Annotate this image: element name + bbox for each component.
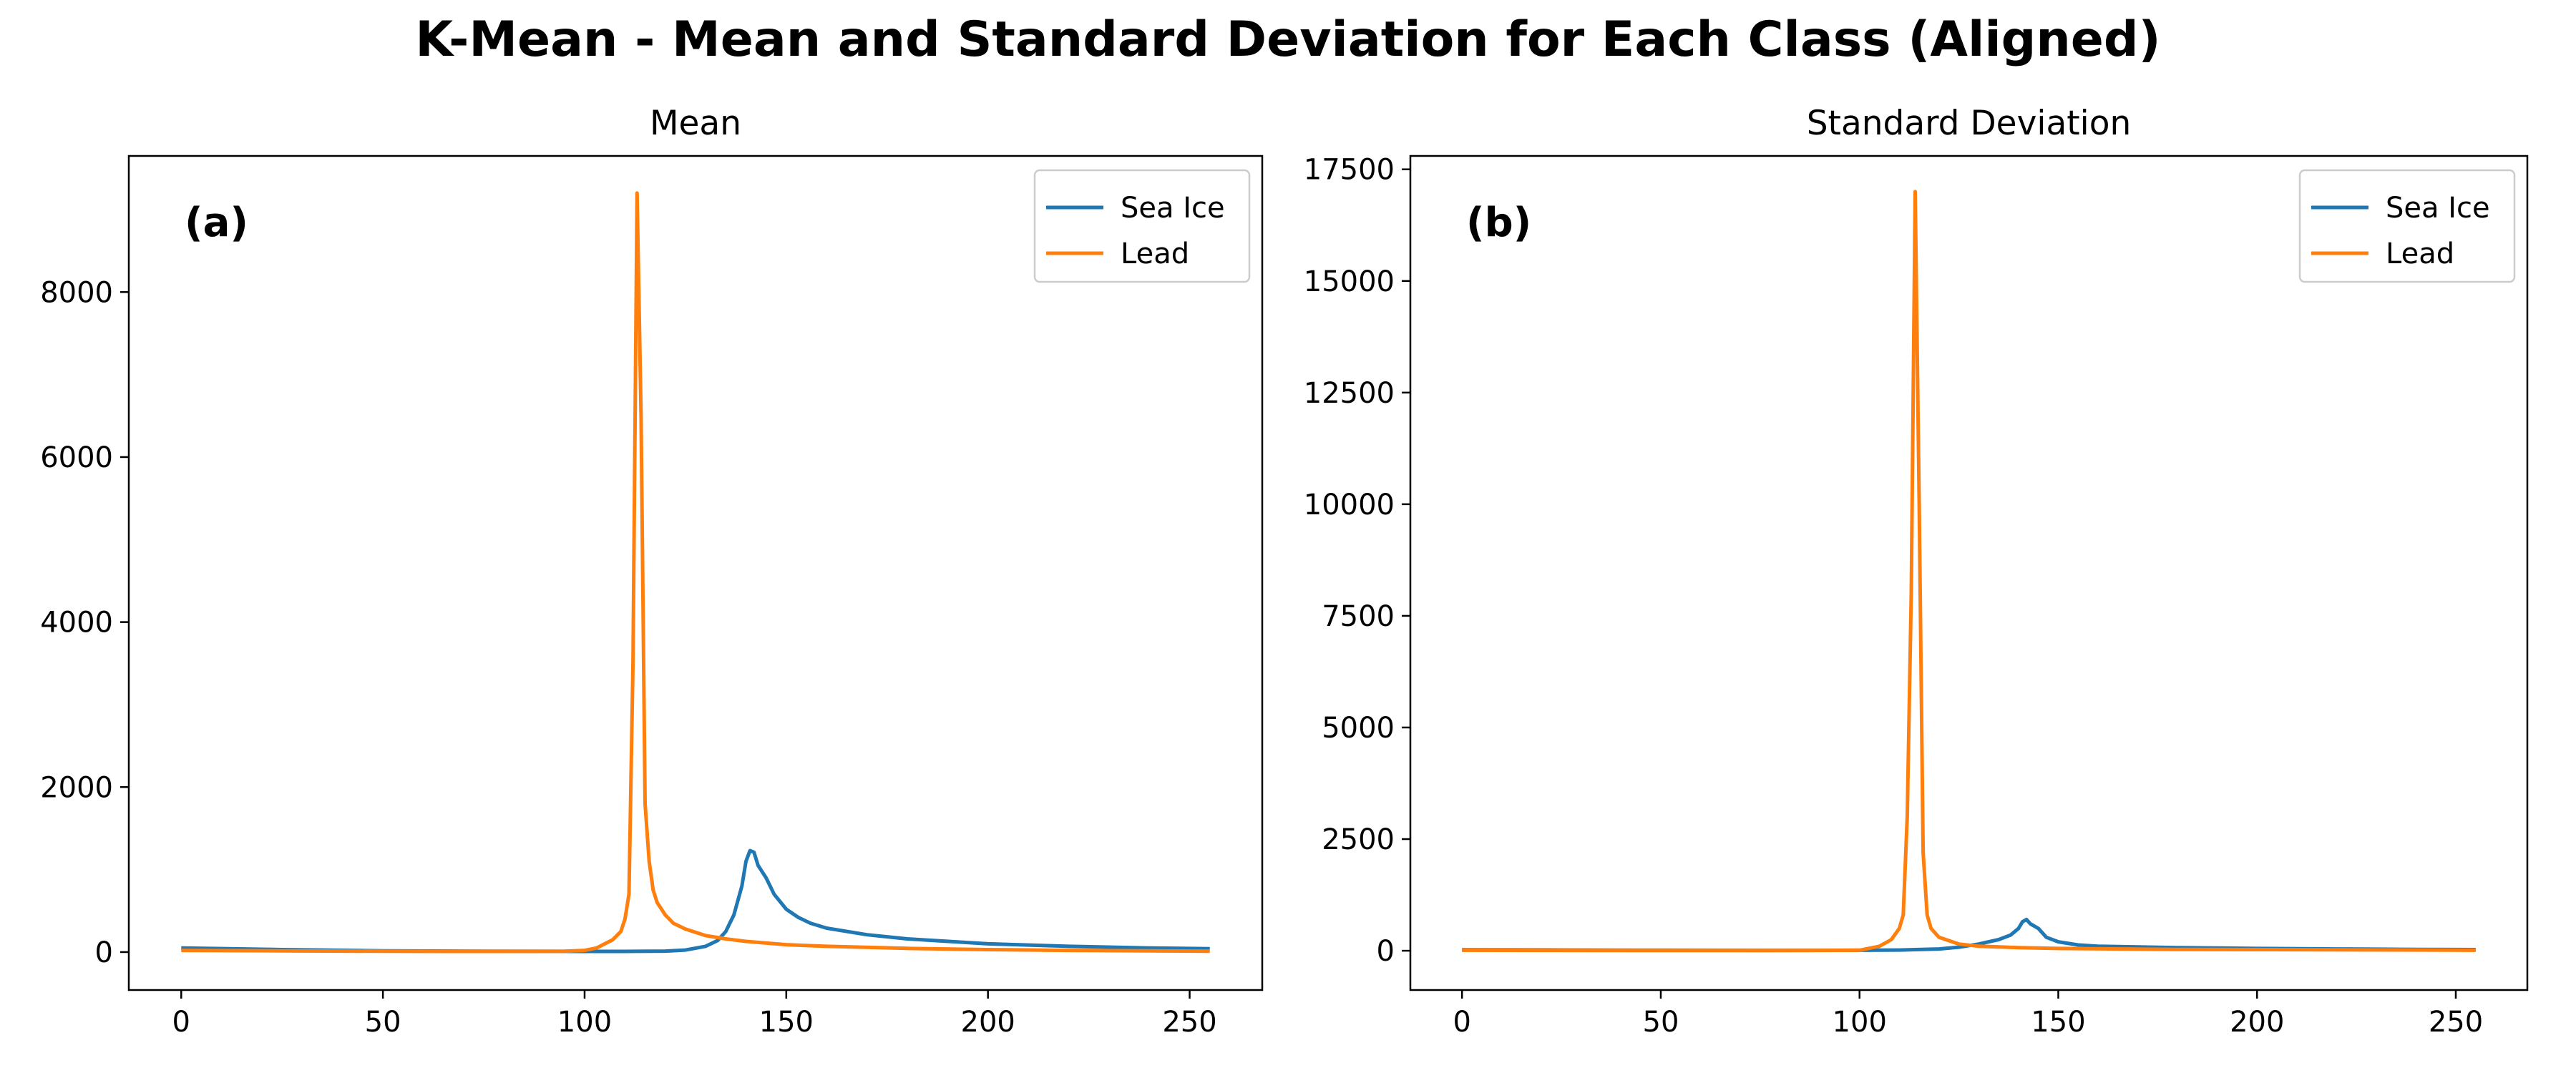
x-tick-label: 50: [1643, 1006, 1679, 1039]
x-tick-label: 0: [172, 1006, 190, 1039]
x-tick-label: 0: [1453, 1006, 1470, 1039]
x-tick-label: 100: [557, 1006, 612, 1039]
legend-label: Sea Ice: [2386, 192, 2490, 225]
legend-label: Sea Ice: [1121, 192, 1225, 225]
legend-label: Lead: [2386, 237, 2454, 270]
y-tick-label: 17500: [1304, 154, 1395, 187]
series-line-sea-ice: [181, 848, 1210, 954]
legend-label: Lead: [1121, 237, 1189, 270]
y-tick-label: 5000: [1322, 712, 1395, 745]
axes-frame: [127, 155, 1264, 991]
y-tick-label: 6000: [40, 441, 113, 474]
x-tick-label: 50: [365, 1006, 401, 1039]
legend: Sea Ice Lead: [1033, 169, 1251, 283]
mean-panel: Mean 0 50 100 150 200 250 0 2000 4000 6000 8000 (a) S…: [40, 104, 1264, 1039]
figure-title: K-Mean - Mean and Standard Deviation for…: [415, 11, 2160, 68]
x-tick-label: 200: [961, 1006, 1015, 1039]
series-line-lead: [1462, 190, 2476, 953]
x-tick-label: 200: [2230, 1006, 2284, 1039]
x-tick-label: 150: [2031, 1006, 2085, 1039]
axis-title: Mean: [650, 104, 741, 143]
y-tick-label: 8000: [40, 276, 113, 309]
y-tick-label: 15000: [1304, 265, 1395, 298]
x-tick-label: 150: [759, 1006, 814, 1039]
x-tick-label: 100: [1833, 1006, 1887, 1039]
panel-label: (a): [185, 200, 248, 246]
y-tick-label: 2500: [1322, 823, 1395, 856]
series-line-lead: [181, 191, 1210, 954]
y-tick-label: 0: [95, 936, 113, 969]
y-tick-label: 4000: [40, 607, 113, 640]
panel-label: (b): [1466, 200, 1531, 246]
legend: Sea Ice Lead: [2298, 169, 2516, 283]
axes-frame: [1409, 155, 2529, 991]
y-tick-label: 10000: [1304, 489, 1395, 521]
y-tick-label: 12500: [1304, 377, 1395, 410]
axis-title: Standard Deviation: [1807, 104, 2132, 143]
x-tick-label: 250: [2429, 1006, 2483, 1039]
x-tick-label: 250: [1162, 1006, 1216, 1039]
y-tick-label: 2000: [40, 771, 113, 804]
y-tick-label: 0: [1377, 935, 1395, 968]
y-tick-label: 7500: [1322, 600, 1395, 633]
